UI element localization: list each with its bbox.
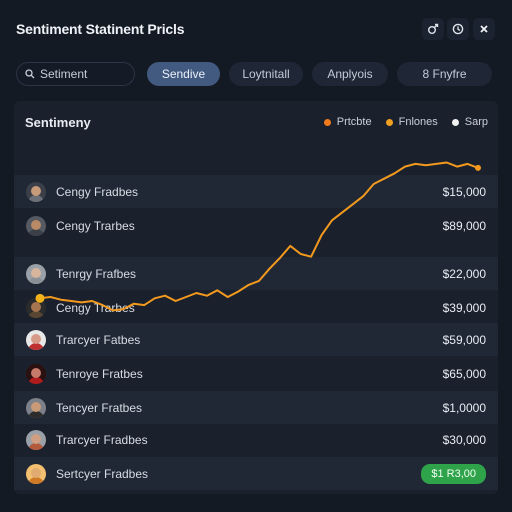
row-name: Tencyer Fratbes — [56, 400, 143, 415]
table-row[interactable]: Cengy Trarbes $39,000 — [14, 291, 498, 324]
legend-item: Sarp — [451, 116, 488, 128]
legend-item: Fnlones — [385, 116, 438, 128]
avatar — [26, 263, 46, 284]
avatar — [26, 181, 46, 202]
legend-dot-icon — [385, 118, 393, 126]
avatar — [26, 215, 46, 236]
series-end-point — [475, 164, 481, 171]
sentiment-panel: Sentimeny Prtcbte Fnlones Sarp Cengy Fra… — [14, 101, 498, 494]
app-title: Sentiment Statinent Pricls — [16, 21, 185, 37]
row-value-badge: $1 R3,00 — [421, 463, 486, 484]
row-value: $39,000 — [442, 300, 486, 315]
row-value: $22,000 — [442, 266, 486, 281]
close-icon[interactable] — [473, 18, 495, 40]
row-name: Cengy Trarbes — [56, 300, 135, 315]
tab-loytnitall[interactable]: Loytnitall — [229, 62, 303, 86]
clock-icon[interactable] — [447, 18, 469, 40]
toolbar: Sendive Loytnitall Anplyois 8 Fnyfre — [0, 58, 512, 92]
tab-fnyfre[interactable]: 8 Fnyfre — [397, 62, 492, 86]
avatar — [26, 429, 46, 450]
row-value: $65,000 — [442, 366, 486, 381]
avatar — [26, 463, 46, 484]
row-name: Trarcyer Fatbes — [56, 332, 141, 347]
row-name: Sertcyer Fradbes — [56, 466, 149, 481]
legend-label: Prtcbte — [336, 116, 372, 128]
table-row[interactable]: Cengy Trarbes $89,000 — [14, 209, 498, 242]
panel-title: Sentimeny — [25, 115, 91, 130]
table-row[interactable]: Cengy Fradbes $15,000 — [14, 175, 498, 208]
share-icon[interactable] — [422, 18, 444, 40]
title-bar: Sentiment Statinent Pricls — [0, 0, 512, 58]
table-row[interactable]: Sertcyer Fradbes $1 R3,00 — [14, 457, 498, 490]
row-name: Tenroye Fratbes — [56, 366, 143, 381]
row-name: Tenrgy Frafbes — [56, 266, 137, 281]
avatar — [26, 397, 46, 418]
row-value: $30,000 — [442, 432, 486, 447]
row-name: Cengy Trarbes — [56, 218, 135, 233]
legend-item: Prtcbte — [323, 116, 372, 128]
row-name: Trarcyer Fradbes — [56, 432, 148, 447]
table-row[interactable]: Tenroye Fratbes $65,000 — [14, 357, 498, 390]
row-value: $15,000 — [442, 184, 486, 199]
legend-label: Fnlones — [398, 116, 438, 128]
table-row[interactable]: Trarcyer Fradbes $30,000 — [14, 423, 498, 456]
row-value: $1,0000 — [442, 400, 486, 415]
avatar — [26, 297, 46, 318]
table-row[interactable]: Tenrgy Frafbes $22,000 — [14, 257, 498, 290]
row-value: $89,000 — [442, 218, 486, 233]
chart-legend: Prtcbte Fnlones Sarp — [310, 116, 488, 128]
tab-anplyois[interactable]: Anplyois — [312, 62, 388, 86]
legend-dot-icon — [451, 118, 459, 126]
search-input[interactable] — [40, 67, 130, 81]
avatar — [26, 363, 46, 384]
legend-dot-icon — [323, 118, 331, 126]
table-row[interactable]: Tencyer Fratbes $1,0000 — [14, 391, 498, 424]
row-value: $59,000 — [442, 332, 486, 347]
search-box[interactable] — [16, 62, 135, 86]
avatar — [26, 329, 46, 350]
search-icon — [25, 69, 35, 79]
table-row[interactable]: Trarcyer Fatbes $59,000 — [14, 323, 498, 356]
tab-sendive[interactable]: Sendive — [147, 62, 220, 86]
row-name: Cengy Fradbes — [56, 184, 139, 199]
legend-label: Sarp — [464, 116, 488, 128]
